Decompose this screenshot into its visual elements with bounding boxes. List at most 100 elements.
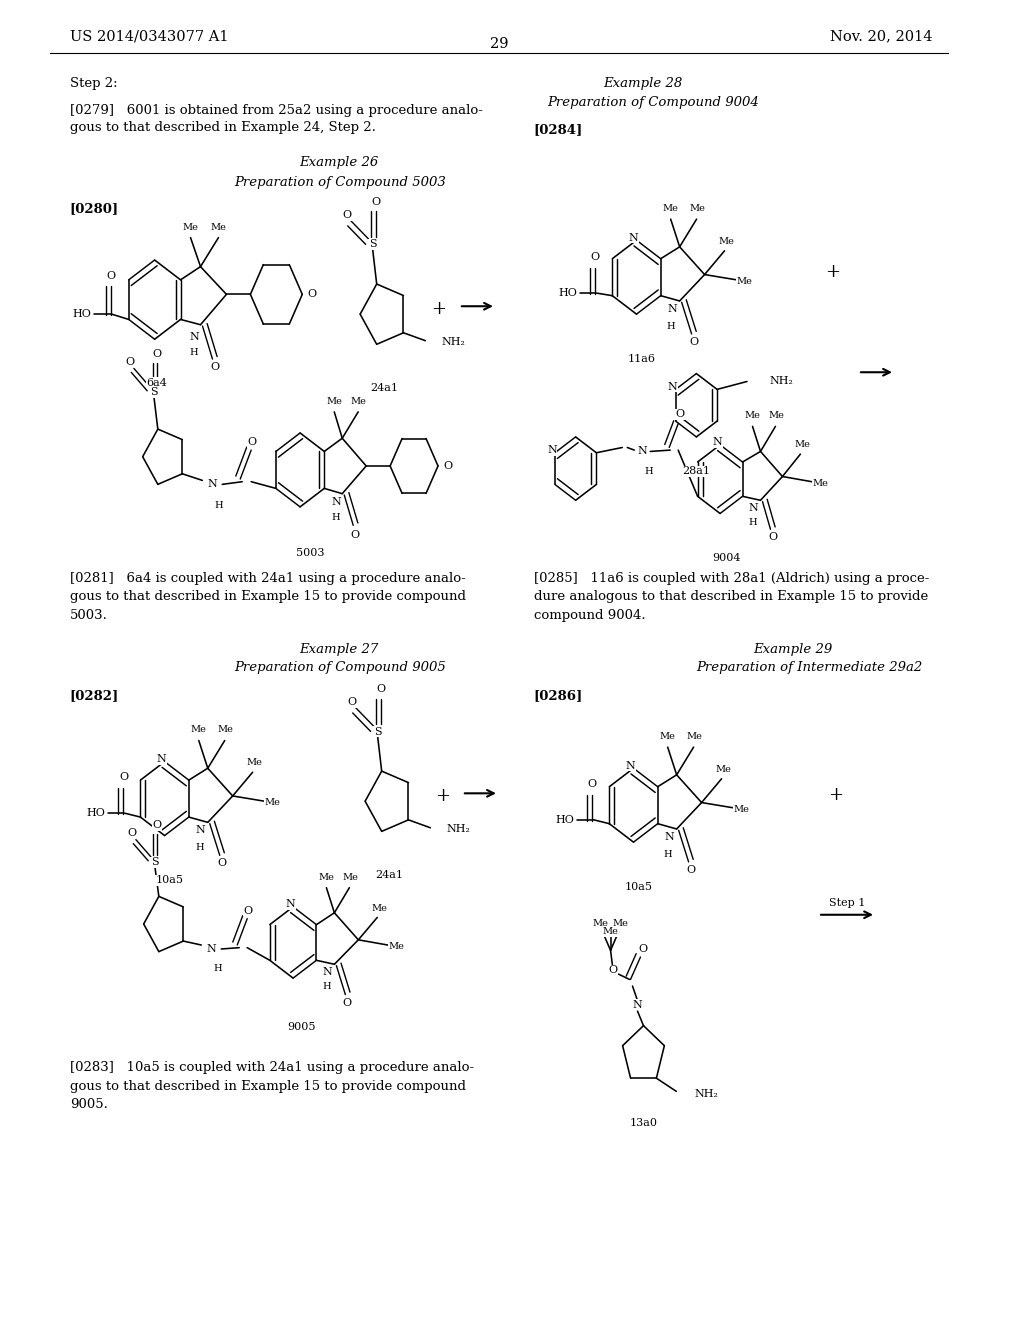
Text: Me: Me xyxy=(388,942,404,950)
Text: compound 9004.: compound 9004. xyxy=(534,609,645,622)
Text: Me: Me xyxy=(342,873,358,882)
Text: Example 26: Example 26 xyxy=(299,156,379,169)
Text: H: H xyxy=(189,348,198,356)
Text: O: O xyxy=(376,684,385,694)
Text: [0280]: [0280] xyxy=(70,202,119,215)
Text: O: O xyxy=(676,409,685,420)
Text: N: N xyxy=(286,899,295,909)
Text: 9005.: 9005. xyxy=(70,1098,108,1111)
Text: +: + xyxy=(828,785,844,804)
Text: O: O xyxy=(638,944,647,954)
Text: [0285]   11a6 is coupled with 28a1 (Aldrich) using a proce-: [0285] 11a6 is coupled with 28a1 (Aldric… xyxy=(534,572,929,585)
Text: Me: Me xyxy=(744,412,761,420)
Text: gous to that described in Example 15 to provide compound: gous to that described in Example 15 to … xyxy=(70,590,466,603)
Text: N: N xyxy=(157,754,167,764)
Text: S: S xyxy=(374,726,382,737)
Text: Nov. 20, 2014: Nov. 20, 2014 xyxy=(830,29,933,44)
Text: +: + xyxy=(825,263,841,281)
Text: N: N xyxy=(547,445,557,455)
Text: O: O xyxy=(153,820,162,830)
Text: N: N xyxy=(629,232,638,243)
Text: 6a4: 6a4 xyxy=(146,378,167,388)
Text: Me: Me xyxy=(690,205,706,213)
Text: 28a1: 28a1 xyxy=(682,466,711,477)
Text: Me: Me xyxy=(318,873,335,882)
Text: O: O xyxy=(347,697,356,708)
Text: O: O xyxy=(125,356,134,367)
Text: US 2014/0343077 A1: US 2014/0343077 A1 xyxy=(70,29,228,44)
Text: HO: HO xyxy=(558,288,578,298)
Text: H: H xyxy=(213,965,221,973)
Text: 9004: 9004 xyxy=(712,553,740,564)
Text: H: H xyxy=(323,982,331,991)
Text: [0284]: [0284] xyxy=(534,123,583,136)
Text: [0286]: [0286] xyxy=(534,689,583,702)
Text: HO: HO xyxy=(556,814,574,825)
Text: Me: Me xyxy=(247,759,262,767)
Text: O: O xyxy=(244,906,253,916)
Text: Me: Me xyxy=(182,223,199,231)
Text: 5003: 5003 xyxy=(296,548,325,558)
Text: Example 29: Example 29 xyxy=(754,643,833,656)
Text: Me: Me xyxy=(218,726,233,734)
Text: Me: Me xyxy=(687,733,702,741)
Text: Step 2:: Step 2: xyxy=(70,77,118,90)
Text: 13a0: 13a0 xyxy=(630,1118,657,1129)
Text: H: H xyxy=(664,850,673,858)
Text: HO: HO xyxy=(87,808,105,818)
Text: Me: Me xyxy=(659,733,676,741)
Text: Me: Me xyxy=(769,412,784,420)
Text: O: O xyxy=(588,779,597,789)
Text: O: O xyxy=(210,362,219,372)
Text: S: S xyxy=(151,857,159,867)
Text: O: O xyxy=(119,772,128,783)
Text: O: O xyxy=(591,252,600,263)
Text: HO: HO xyxy=(72,309,91,319)
Text: N: N xyxy=(665,832,674,842)
Text: Step 1: Step 1 xyxy=(828,898,865,908)
Text: Me: Me xyxy=(733,805,750,813)
Text: O: O xyxy=(127,828,136,838)
Text: N: N xyxy=(196,825,205,836)
Text: NH₂: NH₂ xyxy=(694,1089,718,1100)
Text: gous to that described in Example 15 to provide compound: gous to that described in Example 15 to … xyxy=(70,1080,466,1093)
Text: O: O xyxy=(248,437,257,447)
Text: O: O xyxy=(217,858,226,869)
Text: +: + xyxy=(431,300,446,318)
Text: Example 28: Example 28 xyxy=(603,77,683,90)
Text: N: N xyxy=(668,381,678,392)
Text: N: N xyxy=(323,968,332,977)
Text: N: N xyxy=(633,999,642,1010)
Text: NH₂: NH₂ xyxy=(441,337,465,347)
Text: Me: Me xyxy=(593,920,608,928)
Text: Me: Me xyxy=(350,397,367,405)
Text: 11a6: 11a6 xyxy=(628,354,655,364)
Text: O: O xyxy=(689,337,698,347)
Text: H: H xyxy=(331,513,340,521)
Text: H: H xyxy=(214,502,222,510)
Text: H: H xyxy=(749,519,757,527)
Text: 24a1: 24a1 xyxy=(370,383,398,393)
Text: O: O xyxy=(768,532,777,543)
Text: O: O xyxy=(350,529,359,540)
Text: 5003.: 5003. xyxy=(70,609,108,622)
Text: O: O xyxy=(343,998,352,1007)
Text: 9005: 9005 xyxy=(287,1022,315,1032)
Text: O: O xyxy=(153,348,162,359)
Text: Me: Me xyxy=(812,479,828,487)
Text: N: N xyxy=(749,503,759,513)
Text: [0283]   10a5 is coupled with 24a1 using a procedure analo-: [0283] 10a5 is coupled with 24a1 using a… xyxy=(70,1061,474,1074)
Text: Preparation of Compound 5003: Preparation of Compound 5003 xyxy=(234,176,446,189)
Text: Me: Me xyxy=(327,397,342,405)
Text: O: O xyxy=(106,271,116,281)
Text: N: N xyxy=(189,331,200,342)
Text: N: N xyxy=(332,496,341,507)
Text: Me: Me xyxy=(190,726,207,734)
Text: H: H xyxy=(644,467,652,475)
Text: Me: Me xyxy=(602,928,618,936)
Text: O: O xyxy=(342,210,351,220)
Text: 10a5: 10a5 xyxy=(625,882,652,892)
Text: Example 27: Example 27 xyxy=(299,643,379,656)
Text: S: S xyxy=(369,239,377,249)
Text: [0279]   6001 is obtained from 25a2 using a procedure analo-: [0279] 6001 is obtained from 25a2 using … xyxy=(70,104,482,117)
